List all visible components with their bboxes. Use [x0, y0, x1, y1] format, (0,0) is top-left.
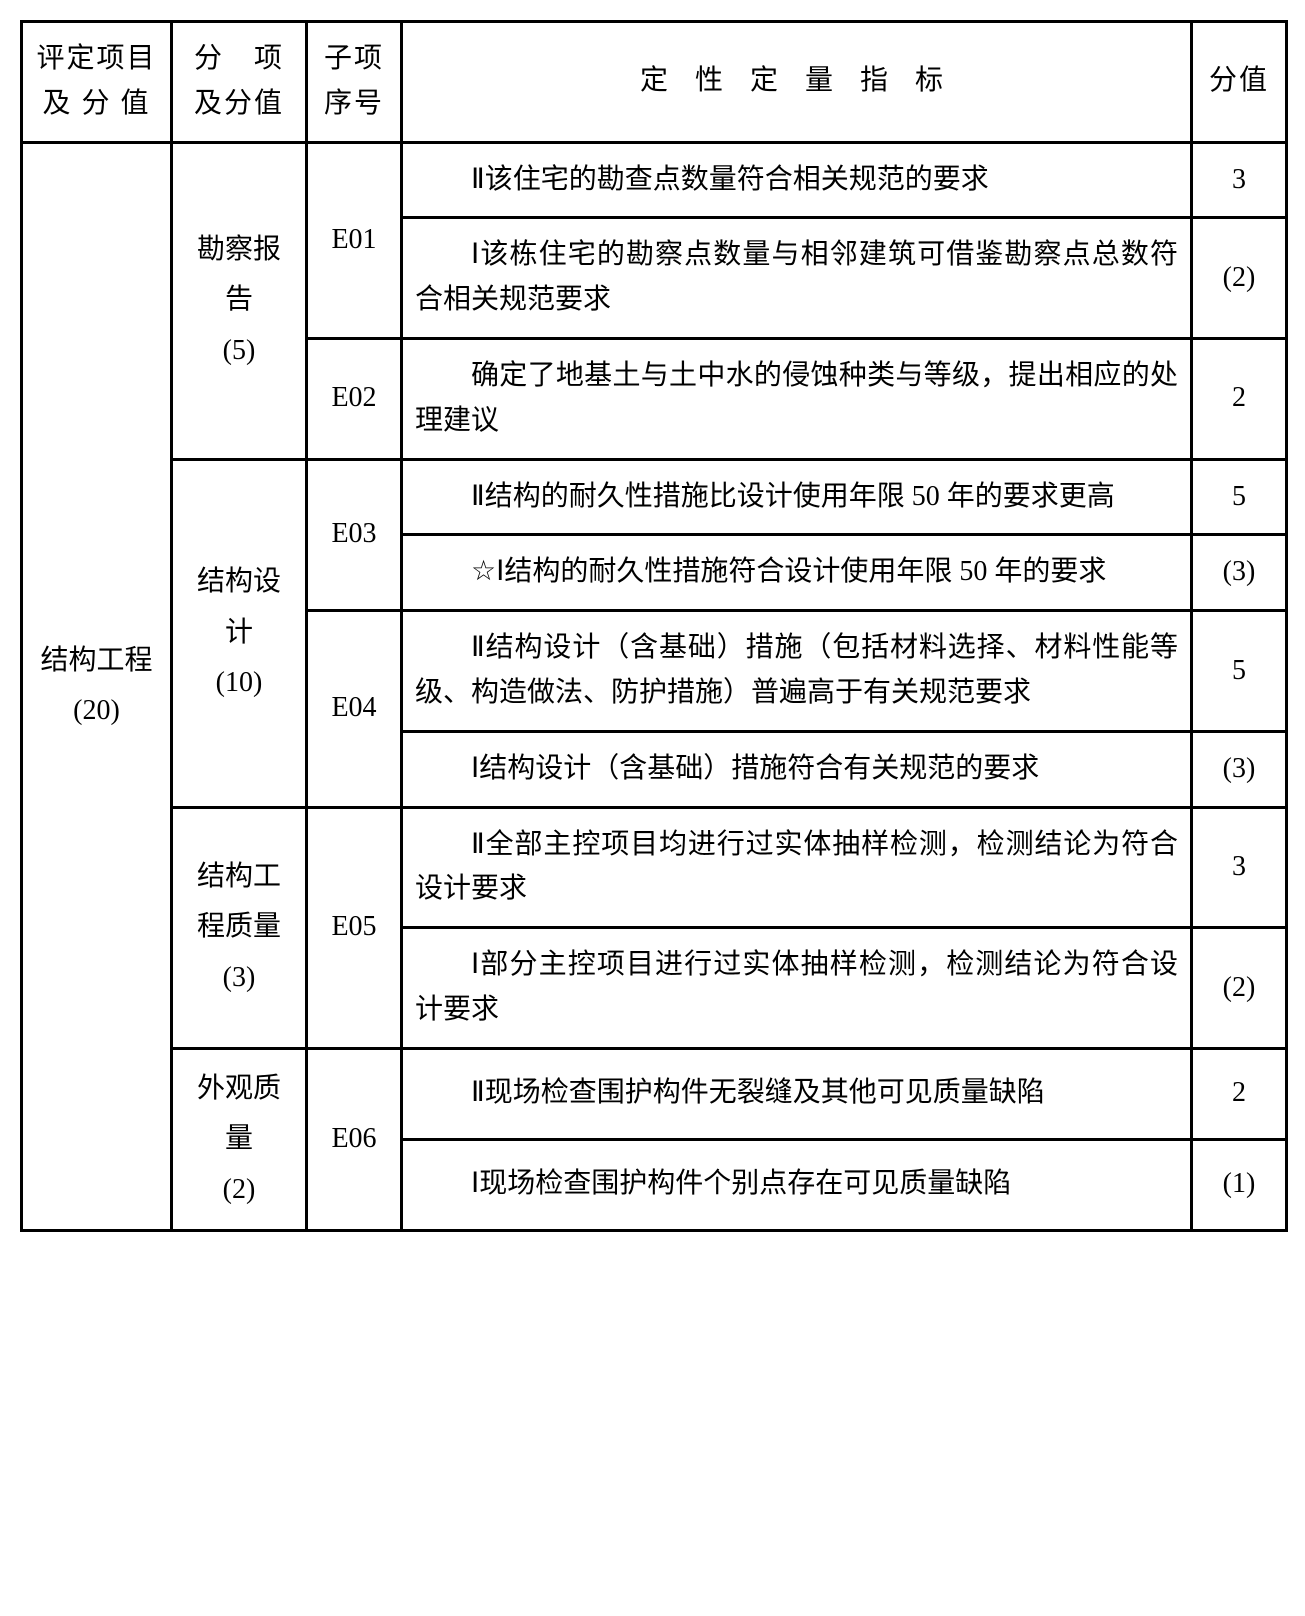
- subitem-points: (10): [216, 667, 263, 698]
- indicator-cell: 确定了地基土与土中水的侵蚀种类与等级，提出相应的处理建议: [402, 338, 1192, 459]
- score-cell: 3: [1192, 142, 1287, 218]
- score-cell: 5: [1192, 611, 1287, 732]
- code-cell: E05: [307, 807, 402, 1048]
- indicator-cell: Ⅰ结构设计（含基础）措施符合有关规范的要求: [402, 731, 1192, 807]
- table-row: 外观质量 (2) E06 Ⅱ现场检查围护构件无裂缝及其他可见质量缺陷 2: [22, 1048, 1287, 1139]
- evaluation-table: 评定项目及 分 值 分 项及分值 子项序号 定 性 定 量 指 标 分值 结构工…: [20, 20, 1288, 1232]
- table-row: 结构设计 (10) E03 Ⅱ结构的耐久性措施比设计使用年限 50 年的要求更高…: [22, 459, 1287, 535]
- table-row: 结构工程 (20) 勘察报告 (5) E01 Ⅱ该住宅的勘查点数量符合相关规范的…: [22, 142, 1287, 218]
- code-cell: E06: [307, 1048, 402, 1230]
- code-cell: E04: [307, 611, 402, 807]
- subitem-cell: 结构工程质量 (3): [172, 807, 307, 1048]
- score-cell: (1): [1192, 1139, 1287, 1230]
- score-cell: 2: [1192, 1048, 1287, 1139]
- header-subitem: 分 项及分值: [172, 22, 307, 143]
- indicator-cell: Ⅰ该栋住宅的勘察点数量与相邻建筑可借鉴勘察点总数符合相关规范要求: [402, 218, 1192, 339]
- subitem-points: (5): [223, 335, 256, 366]
- code-cell: E02: [307, 338, 402, 459]
- subitem-name: 勘察报告: [197, 234, 281, 315]
- subitem-name: 外观质量: [197, 1073, 281, 1154]
- code-cell: E03: [307, 459, 402, 611]
- score-cell: 3: [1192, 807, 1287, 928]
- table-header-row: 评定项目及 分 值 分 项及分值 子项序号 定 性 定 量 指 标 分值: [22, 22, 1287, 143]
- indicator-cell: Ⅱ全部主控项目均进行过实体抽样检测，检测结论为符合设计要求: [402, 807, 1192, 928]
- subitem-cell: 外观质量 (2): [172, 1048, 307, 1230]
- score-cell: (3): [1192, 535, 1287, 611]
- indicator-cell: Ⅱ该住宅的勘查点数量符合相关规范的要求: [402, 142, 1192, 218]
- subitem-points: (2): [223, 1174, 256, 1205]
- score-cell: (2): [1192, 218, 1287, 339]
- header-code: 子项序号: [307, 22, 402, 143]
- subitem-cell: 结构设计 (10): [172, 459, 307, 807]
- indicator-cell: Ⅱ结构的耐久性措施比设计使用年限 50 年的要求更高: [402, 459, 1192, 535]
- subitem-cell: 勘察报告 (5): [172, 142, 307, 459]
- score-cell: (2): [1192, 928, 1287, 1049]
- header-score: 分值: [1192, 22, 1287, 143]
- indicator-cell: Ⅱ结构设计（含基础）措施（包括材料选择、材料性能等级、构造做法、防护措施）普遍高…: [402, 611, 1192, 732]
- category-points: (20): [73, 695, 120, 726]
- score-cell: (3): [1192, 731, 1287, 807]
- table-row: 结构工程质量 (3) E05 Ⅱ全部主控项目均进行过实体抽样检测，检测结论为符合…: [22, 807, 1287, 928]
- subitem-name: 结构设计: [197, 566, 281, 647]
- subitem-name: 结构工程质量: [197, 861, 281, 942]
- score-cell: 5: [1192, 459, 1287, 535]
- indicator-cell: Ⅰ现场检查围护构件个别点存在可见质量缺陷: [402, 1139, 1192, 1230]
- indicator-cell: Ⅱ现场检查围护构件无裂缝及其他可见质量缺陷: [402, 1048, 1192, 1139]
- category-cell: 结构工程 (20): [22, 142, 172, 1230]
- indicator-cell: Ⅰ部分主控项目进行过实体抽样检测，检测结论为符合设计要求: [402, 928, 1192, 1049]
- score-cell: 2: [1192, 338, 1287, 459]
- indicator-cell: ☆Ⅰ结构的耐久性措施符合设计使用年限 50 年的要求: [402, 535, 1192, 611]
- category-name: 结构工程: [40, 645, 152, 676]
- subitem-points: (3): [223, 962, 256, 993]
- header-category: 评定项目及 分 值: [22, 22, 172, 143]
- code-cell: E01: [307, 142, 402, 338]
- header-indicator: 定 性 定 量 指 标: [402, 22, 1192, 143]
